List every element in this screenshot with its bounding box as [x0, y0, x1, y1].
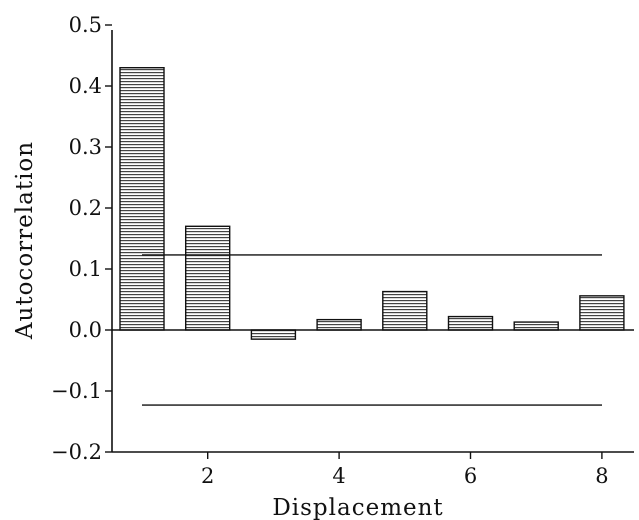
x-tick-label: 2	[201, 464, 214, 488]
bar-6	[447, 315, 494, 331]
bar-4	[316, 318, 362, 331]
y-tick-label: 0.3	[69, 135, 102, 159]
bar-8	[579, 295, 625, 331]
y-ticks-group: −0.2 −0.1 0.0 0.1 0.2 0.3 0.4 0.5	[51, 13, 112, 464]
x-ticks-group: 2 4 6 8	[201, 452, 609, 488]
x-tick-label: 6	[464, 464, 477, 488]
axes-group	[111, 30, 634, 453]
y-tick-label: 0.2	[69, 196, 102, 220]
bar-1	[119, 66, 165, 331]
reference-lines-group	[142, 254, 602, 406]
y-axis-title: Autocorrelation	[12, 141, 38, 340]
x-tick-label: 4	[332, 464, 345, 488]
y-tick-label: 0.0	[69, 318, 102, 342]
bar-2	[184, 225, 231, 331]
bar-5	[382, 290, 428, 331]
y-tick-label: 0.1	[69, 257, 102, 281]
bar-3	[250, 329, 297, 340]
y-tick-label: −0.2	[51, 440, 102, 464]
bar-7	[513, 321, 559, 331]
y-tick-label: 0.5	[69, 13, 102, 37]
y-tick-label: 0.4	[69, 74, 102, 98]
y-tick-label: −0.1	[51, 379, 102, 403]
x-axis-title: Displacement	[272, 495, 443, 520]
bars-group	[119, 66, 625, 340]
x-tick-label: 8	[595, 464, 608, 488]
